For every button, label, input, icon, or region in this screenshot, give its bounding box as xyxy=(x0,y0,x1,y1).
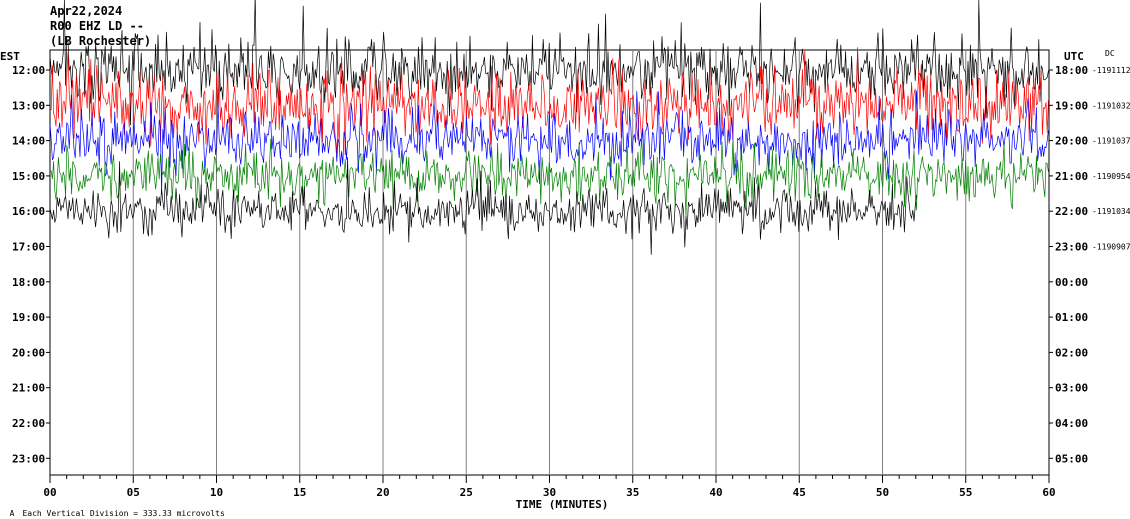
y-tick-est-23:00: 23:00 xyxy=(12,452,45,465)
y-tick-utc-23:00: 23:00 xyxy=(1055,241,1088,254)
y-axis-label-est: EST xyxy=(0,50,20,63)
y-tick-utc-20:00: 20:00 xyxy=(1055,135,1088,148)
dc-offset-23:00: -1190907 xyxy=(1092,243,1130,252)
x-tick-label-20: 20 xyxy=(376,486,389,499)
x-tick-label-60: 60 xyxy=(1042,486,1055,499)
x-tick-label-40: 40 xyxy=(709,486,722,499)
x-tick-label-10: 10 xyxy=(210,486,223,499)
vertical-division-note: Each Vertical Division = 333.33 microvol… xyxy=(22,509,225,518)
y-tick-utc-21:00: 21:00 xyxy=(1055,170,1088,183)
y-tick-utc-05:00: 05:00 xyxy=(1055,452,1088,465)
y-tick-est-12:00: 12:00 xyxy=(12,64,45,77)
seismic-traces xyxy=(49,0,1049,255)
dc-offset-22:00: -1191034 xyxy=(1092,207,1130,216)
x-tick-label-00: 00 xyxy=(43,486,56,499)
x-tick-label-50: 50 xyxy=(876,486,889,499)
x-axis-label: TIME (MINUTES) xyxy=(516,498,609,511)
y-tick-utc-18:00: 18:00 xyxy=(1055,64,1088,77)
y-tick-est-14:00: 14:00 xyxy=(12,135,45,148)
dc-offset-18:00: -1191112 xyxy=(1092,66,1130,75)
y-tick-utc-04:00: 04:00 xyxy=(1055,417,1088,430)
y-tick-est-21:00: 21:00 xyxy=(12,382,45,395)
dc-label: DC xyxy=(1105,49,1115,58)
x-tick-label-55: 55 xyxy=(959,486,972,499)
x-tick-label-35: 35 xyxy=(626,486,639,499)
y-tick-est-19:00: 19:00 xyxy=(12,311,45,324)
y-tick-est-22:00: 22:00 xyxy=(12,417,45,430)
annotation-a: A xyxy=(9,509,15,518)
header-station: R00 EHZ LD -- xyxy=(50,19,144,33)
header-date: Apr22,2024 xyxy=(50,4,123,18)
y-tick-est-16:00: 16:00 xyxy=(12,205,45,218)
x-tick-label-25: 25 xyxy=(460,486,473,499)
dc-offset-19:00: -1191032 xyxy=(1092,101,1130,110)
y-tick-utc-00:00: 00:00 xyxy=(1055,276,1088,289)
chart-axes: 00 05 10 15 20 25 30 35 40 45 50 55 60 TIME (MINUTES)… xyxy=(0,49,1130,511)
trace-row-12:00 xyxy=(49,0,1049,126)
y-axis-label-utc: UTC xyxy=(1064,50,1084,63)
x-tick-label-45: 45 xyxy=(793,486,806,499)
trace-row-14:00 xyxy=(49,90,1049,195)
y-tick-utc-02:00: 02:00 xyxy=(1055,346,1088,359)
x-tick-label-05: 05 xyxy=(127,486,140,499)
trace-row-16:00 xyxy=(49,157,917,255)
y-tick-utc-22:00: 22:00 xyxy=(1055,205,1088,218)
footer-note: A Each Vertical Division = 333.33 microvo… xyxy=(0,500,225,518)
dc-offset-20:00: -1191037 xyxy=(1092,137,1130,146)
x-tick-label-15: 15 xyxy=(293,486,306,499)
y-tick-est-13:00: 13:00 xyxy=(12,99,45,112)
y-tick-est-15:00: 15:00 xyxy=(12,170,45,183)
dc-offset-21:00: -1190954 xyxy=(1092,172,1130,181)
x-tick-label-30: 30 xyxy=(543,486,556,499)
header-location: (LB Rochester) xyxy=(50,34,152,48)
y-tick-est-20:00: 20:00 xyxy=(12,346,45,359)
y-tick-utc-03:00: 03:00 xyxy=(1055,382,1088,395)
y-tick-utc-01:00: 01:00 xyxy=(1055,311,1088,324)
y-tick-est-18:00: 18:00 xyxy=(12,276,45,289)
y-tick-utc-19:00: 19:00 xyxy=(1055,99,1088,112)
trace-row-15:00 xyxy=(49,137,1049,217)
y-tick-est-17:00: 17:00 xyxy=(12,241,45,254)
